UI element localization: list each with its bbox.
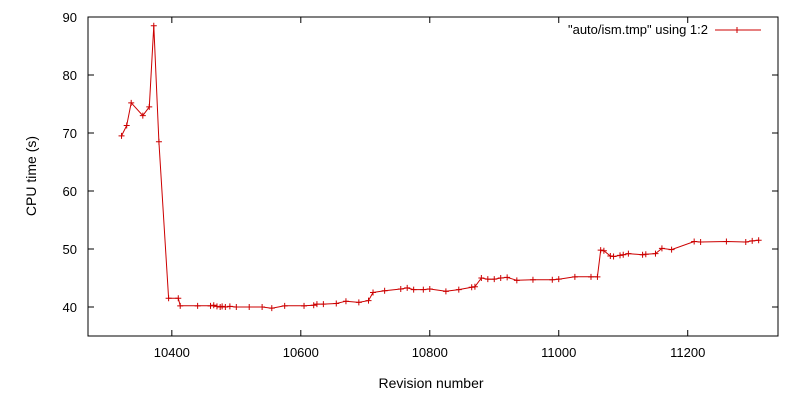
- data-point: [310, 302, 317, 309]
- x-axis-label: Revision number: [378, 375, 483, 391]
- data-point: [420, 286, 427, 293]
- data-point: [442, 288, 449, 295]
- data-point: [320, 301, 327, 308]
- data-point: [381, 287, 388, 294]
- data-point: [625, 250, 632, 257]
- data-point: [123, 122, 130, 129]
- data-point: [246, 304, 253, 310]
- data-point: [355, 299, 362, 306]
- data-point: [150, 22, 157, 29]
- data-point: [697, 239, 704, 246]
- y-tick-label: 60: [63, 184, 77, 199]
- legend-label: "auto/ism.tmp" using 1:2: [568, 22, 708, 37]
- y-tick-label: 70: [63, 126, 77, 141]
- data-point: [691, 238, 698, 245]
- y-axis: 40 50 60 70 80 90: [63, 10, 778, 315]
- data-point: [513, 277, 520, 284]
- data-point: [723, 238, 730, 245]
- series-line: [121, 25, 759, 309]
- y-tick-label: 90: [63, 10, 77, 25]
- data-point: [426, 286, 433, 293]
- data-point: [210, 302, 217, 309]
- data-point: [175, 295, 182, 302]
- data-point: [313, 301, 320, 308]
- data-point: [471, 283, 478, 290]
- data-point: [549, 276, 556, 283]
- y-tick-label: 40: [63, 300, 77, 315]
- data-point: [226, 303, 233, 310]
- data-point: [404, 284, 411, 291]
- data-point: [610, 253, 617, 260]
- x-tick-label: 10400: [154, 345, 190, 360]
- x-tick-label: 11000: [541, 345, 576, 360]
- data-point: [155, 138, 162, 145]
- data-point: [658, 245, 665, 252]
- series-layer: [118, 22, 762, 312]
- data-point: [118, 132, 125, 139]
- data-point: [742, 239, 749, 246]
- legend-marker: [734, 27, 740, 33]
- data-point: [478, 275, 485, 281]
- data-point: [529, 276, 536, 283]
- y-tick-label: 80: [63, 68, 77, 83]
- data-point: [177, 302, 184, 309]
- data-point: [128, 99, 135, 106]
- data-point: [484, 276, 491, 283]
- data-point: [617, 252, 624, 259]
- data-point: [755, 237, 762, 244]
- data-point: [607, 252, 614, 259]
- data-point: [410, 286, 417, 293]
- data-point: [222, 304, 229, 310]
- data-point: [219, 303, 226, 310]
- data-point: [233, 304, 240, 310]
- data-point: [455, 286, 462, 293]
- x-tick-label: 11200: [670, 345, 705, 360]
- data-point: [342, 298, 349, 305]
- data-point: [365, 297, 372, 304]
- data-point: [504, 274, 511, 281]
- data-point: [213, 303, 220, 310]
- data-point: [146, 103, 153, 110]
- y-tick-label: 50: [63, 242, 77, 257]
- data-point: [652, 250, 659, 257]
- data-point: [194, 302, 201, 309]
- data-point: [370, 289, 377, 296]
- data-point: [301, 302, 308, 309]
- data-point: [587, 273, 594, 280]
- data-point: [642, 251, 649, 258]
- data-point: [268, 305, 275, 312]
- data-point: [749, 237, 756, 244]
- data-point: [620, 251, 627, 258]
- data-point: [571, 273, 578, 280]
- x-tick-label: 10800: [412, 345, 448, 360]
- data-point: [468, 284, 475, 291]
- data-point: [281, 302, 288, 309]
- data-point: [600, 247, 607, 254]
- x-tick-label: 10600: [283, 345, 319, 360]
- data-point: [497, 275, 504, 281]
- legend: "auto/ism.tmp" using 1:2: [568, 22, 761, 37]
- data-point: [165, 295, 172, 302]
- data-point: [491, 276, 498, 283]
- data-point: [397, 286, 404, 293]
- y-axis-label: CPU time (s): [23, 136, 39, 216]
- data-point: [555, 276, 562, 283]
- data-point: [333, 300, 340, 307]
- data-point: [594, 273, 601, 280]
- plot-frame: [87, 16, 779, 337]
- data-point: [639, 251, 646, 258]
- data-point: [597, 247, 604, 254]
- data-point: [668, 246, 675, 253]
- data-point: [139, 112, 146, 119]
- x-axis: 10400 10600 10800 11000 11200: [154, 17, 705, 360]
- data-point: [207, 302, 214, 309]
- data-point: [259, 304, 266, 310]
